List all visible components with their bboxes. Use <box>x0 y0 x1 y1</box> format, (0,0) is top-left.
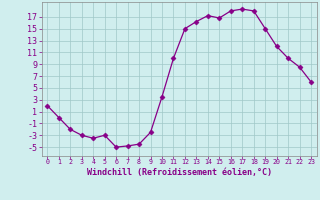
X-axis label: Windchill (Refroidissement éolien,°C): Windchill (Refroidissement éolien,°C) <box>87 168 272 177</box>
